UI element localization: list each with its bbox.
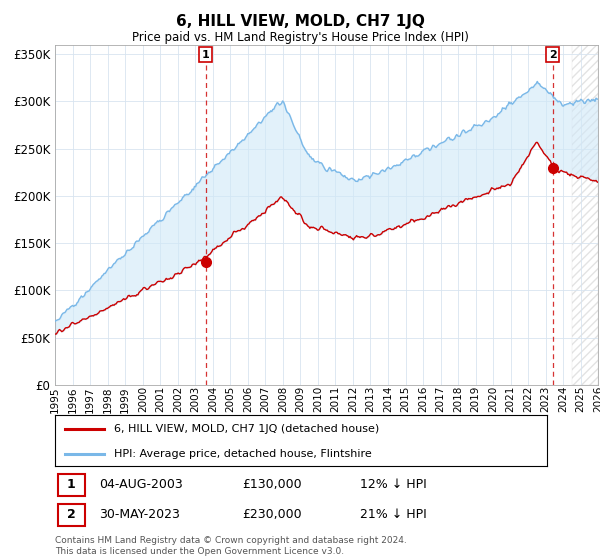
Text: Price paid vs. HM Land Registry's House Price Index (HPI): Price paid vs. HM Land Registry's House … <box>131 31 469 44</box>
Text: 6, HILL VIEW, MOLD, CH7 1JQ: 6, HILL VIEW, MOLD, CH7 1JQ <box>176 14 424 29</box>
Text: 1: 1 <box>202 49 209 59</box>
Text: 12% ↓ HPI: 12% ↓ HPI <box>360 478 427 491</box>
Text: 21% ↓ HPI: 21% ↓ HPI <box>360 508 427 521</box>
FancyBboxPatch shape <box>58 504 85 526</box>
Text: 6, HILL VIEW, MOLD, CH7 1JQ (detached house): 6, HILL VIEW, MOLD, CH7 1JQ (detached ho… <box>114 424 379 435</box>
Text: 2: 2 <box>67 508 76 521</box>
Text: Contains HM Land Registry data © Crown copyright and database right 2024.
This d: Contains HM Land Registry data © Crown c… <box>55 536 407 556</box>
Text: HPI: Average price, detached house, Flintshire: HPI: Average price, detached house, Flin… <box>114 449 372 459</box>
FancyBboxPatch shape <box>58 474 85 496</box>
Text: 1: 1 <box>67 478 76 491</box>
Text: 2: 2 <box>549 49 557 59</box>
Text: £230,000: £230,000 <box>242 508 302 521</box>
Text: £130,000: £130,000 <box>242 478 302 491</box>
Text: 04-AUG-2003: 04-AUG-2003 <box>100 478 183 491</box>
Text: 30-MAY-2023: 30-MAY-2023 <box>100 508 181 521</box>
